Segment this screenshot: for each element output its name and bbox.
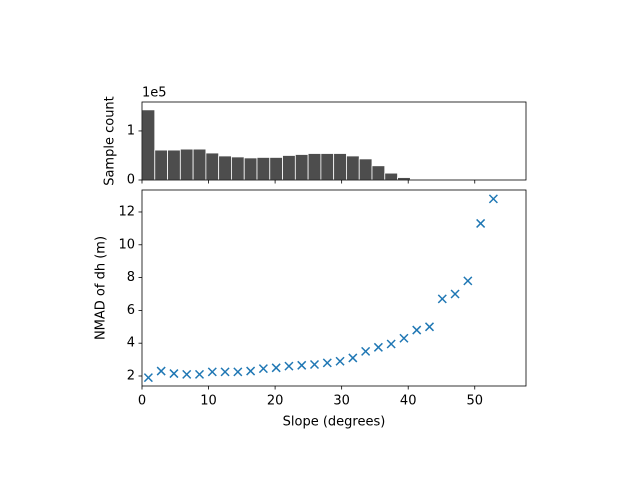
marker [169, 369, 179, 379]
marker [182, 369, 192, 379]
marker [297, 360, 307, 370]
x-tick-label: 20 [267, 394, 284, 409]
marker-stroke [258, 364, 268, 374]
bar [256, 157, 271, 181]
marker-stroke [488, 194, 498, 204]
marker [220, 367, 230, 377]
marker-stroke [207, 367, 217, 377]
marker [246, 366, 256, 376]
marker [258, 364, 268, 374]
bar [167, 149, 181, 181]
bar [205, 152, 220, 181]
bar [346, 155, 360, 181]
marker [309, 359, 320, 370]
marker [322, 358, 332, 368]
bar [384, 172, 398, 181]
marker-stroke [297, 360, 307, 370]
bar [141, 109, 156, 181]
marker-stroke [373, 342, 383, 352]
marker [463, 276, 473, 286]
bar [333, 153, 347, 181]
bar [231, 156, 245, 181]
bar [179, 148, 194, 181]
x-tick-label: 0 [138, 394, 146, 409]
bar [294, 154, 309, 181]
marker [271, 363, 281, 373]
marker [361, 346, 371, 356]
marker [488, 194, 498, 204]
x-tick-label: 10 [200, 394, 217, 409]
marker [386, 339, 396, 349]
marker-stroke [348, 353, 358, 363]
marker-stroke [412, 325, 422, 335]
bar [192, 148, 207, 181]
y-tick-label: 12 [118, 204, 135, 219]
marker [233, 367, 243, 377]
axes-frame [141, 101, 527, 181]
marker-stroke [322, 358, 332, 368]
marker-stroke [271, 363, 281, 373]
y-tick-label: 10 [118, 237, 135, 252]
marker [194, 369, 205, 379]
bar [358, 158, 373, 181]
x-tick-label: 50 [466, 394, 483, 409]
y-tick-label: 4 [127, 336, 135, 351]
y-tick-label: 8 [127, 270, 135, 285]
y-axis-label: NMAD of dh (m) [94, 236, 109, 340]
y-tick-label: 1 [127, 123, 135, 138]
y-tick-label: 2 [127, 368, 135, 383]
marker [399, 333, 409, 343]
marker-stroke [284, 361, 294, 371]
bar [218, 155, 232, 181]
marker-stroke [143, 373, 153, 383]
bar [282, 155, 296, 181]
marker-stroke [437, 294, 447, 304]
marker [348, 353, 358, 363]
marker [476, 218, 486, 228]
x-tick-label: 40 [400, 394, 417, 409]
marker-stroke [476, 218, 486, 228]
marker-stroke [463, 276, 473, 286]
axes-frame [141, 189, 527, 387]
marker-stroke [220, 367, 230, 377]
marker-stroke [335, 356, 345, 366]
marker [143, 373, 153, 383]
y-axis-label: Sample count [103, 96, 118, 186]
marker-stroke [246, 366, 256, 376]
marker [437, 294, 447, 304]
bar [154, 149, 168, 181]
marker-stroke [424, 322, 435, 332]
x-axis-label: Slope (degrees) [283, 415, 386, 430]
marker-stroke [399, 333, 409, 343]
marker-stroke [169, 369, 179, 379]
marker-stroke [386, 339, 396, 349]
marker-stroke [309, 359, 320, 370]
marker-stroke [361, 346, 371, 356]
marker-stroke [156, 366, 166, 376]
marker-stroke [182, 369, 192, 379]
y-tick-label: 6 [127, 303, 135, 318]
bar [243, 157, 258, 181]
y-tick-label: 0 [127, 173, 135, 188]
offset-text: 1e5 [142, 86, 167, 101]
bar [269, 157, 283, 181]
marker-stroke [194, 369, 205, 379]
marker [450, 289, 460, 299]
marker [424, 322, 435, 332]
marker [284, 361, 294, 371]
bar [320, 153, 335, 181]
marker-stroke [233, 367, 243, 377]
bar [371, 165, 386, 181]
marker [207, 367, 217, 377]
marker [412, 325, 422, 335]
marker [156, 366, 166, 376]
marker-stroke [450, 289, 460, 299]
marker [373, 342, 383, 352]
marker [335, 356, 345, 366]
x-tick-label: 30 [333, 394, 350, 409]
bar [307, 153, 322, 181]
